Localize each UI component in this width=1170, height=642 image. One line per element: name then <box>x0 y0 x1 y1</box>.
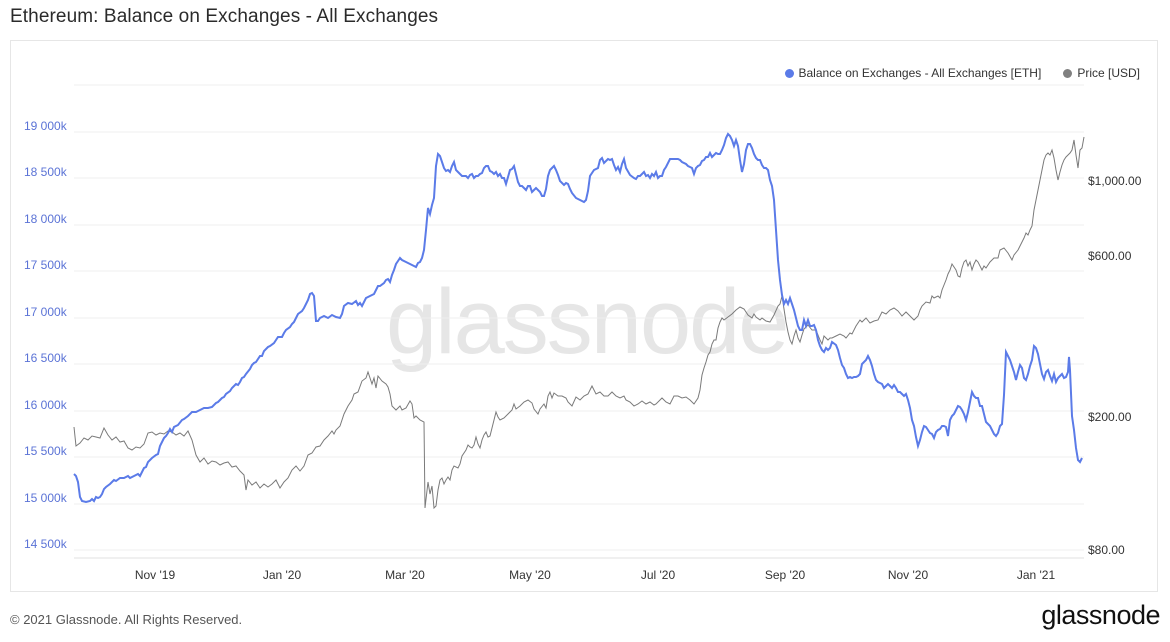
price-line <box>73 136 1085 510</box>
x-tick: Jul '20 <box>640 568 676 582</box>
y-tick-right: $600.00 <box>1088 249 1132 263</box>
y-tick-left: 15 000k <box>24 491 67 505</box>
chart-legend: Balance on Exchanges - All Exchanges [ET… <box>784 66 1140 80</box>
y-tick-left: 17 500k <box>24 258 67 272</box>
x-tick: May '20 <box>509 568 551 582</box>
footer-copyright: © 2021 Glassnode. All Rights Reserved. <box>10 612 243 627</box>
y-tick-left: 18 500k <box>24 165 67 179</box>
y-tick-right: $80.00 <box>1088 543 1125 557</box>
y-tick-right: $1,000.00 <box>1088 174 1142 188</box>
x-tick: Nov '19 <box>134 568 176 582</box>
balance-line <box>73 132 1083 504</box>
legend-label: Balance on Exchanges - All Exchanges [ET… <box>798 66 1042 80</box>
x-tick: Nov '20 <box>887 568 929 582</box>
legend-dot-icon <box>1063 68 1073 78</box>
x-tick: Jan '21 <box>1016 568 1056 582</box>
watermark: glassnode <box>386 271 789 373</box>
gridlines <box>74 84 1084 551</box>
legend-dot-icon <box>784 68 794 78</box>
glassnode-logo: glassnode <box>1041 600 1160 630</box>
x-tick: Jan '20 <box>262 568 302 582</box>
y-tick-left: 19 000k <box>24 119 67 133</box>
y-tick-left: 18 000k <box>24 212 67 226</box>
x-tick: Sep '20 <box>764 568 806 582</box>
x-tick: Mar '20 <box>385 568 425 582</box>
y-tick-left: 16 000k <box>24 398 67 412</box>
legend-label: Price [USD] <box>1077 66 1140 80</box>
y-tick-left: 16 500k <box>24 351 67 365</box>
y-tick-right: $200.00 <box>1088 410 1132 424</box>
page-title: Ethereum: Balance on Exchanges - All Exc… <box>10 6 439 27</box>
y-tick-left: 15 500k <box>24 444 67 458</box>
y-tick-left: 14 500k <box>24 537 67 551</box>
legend-item-price[interactable]: Price [USD] <box>1063 66 1140 80</box>
legend-item-balance[interactable]: Balance on Exchanges - All Exchanges [ET… <box>784 66 1042 80</box>
y-tick-left: 17 000k <box>24 305 67 319</box>
